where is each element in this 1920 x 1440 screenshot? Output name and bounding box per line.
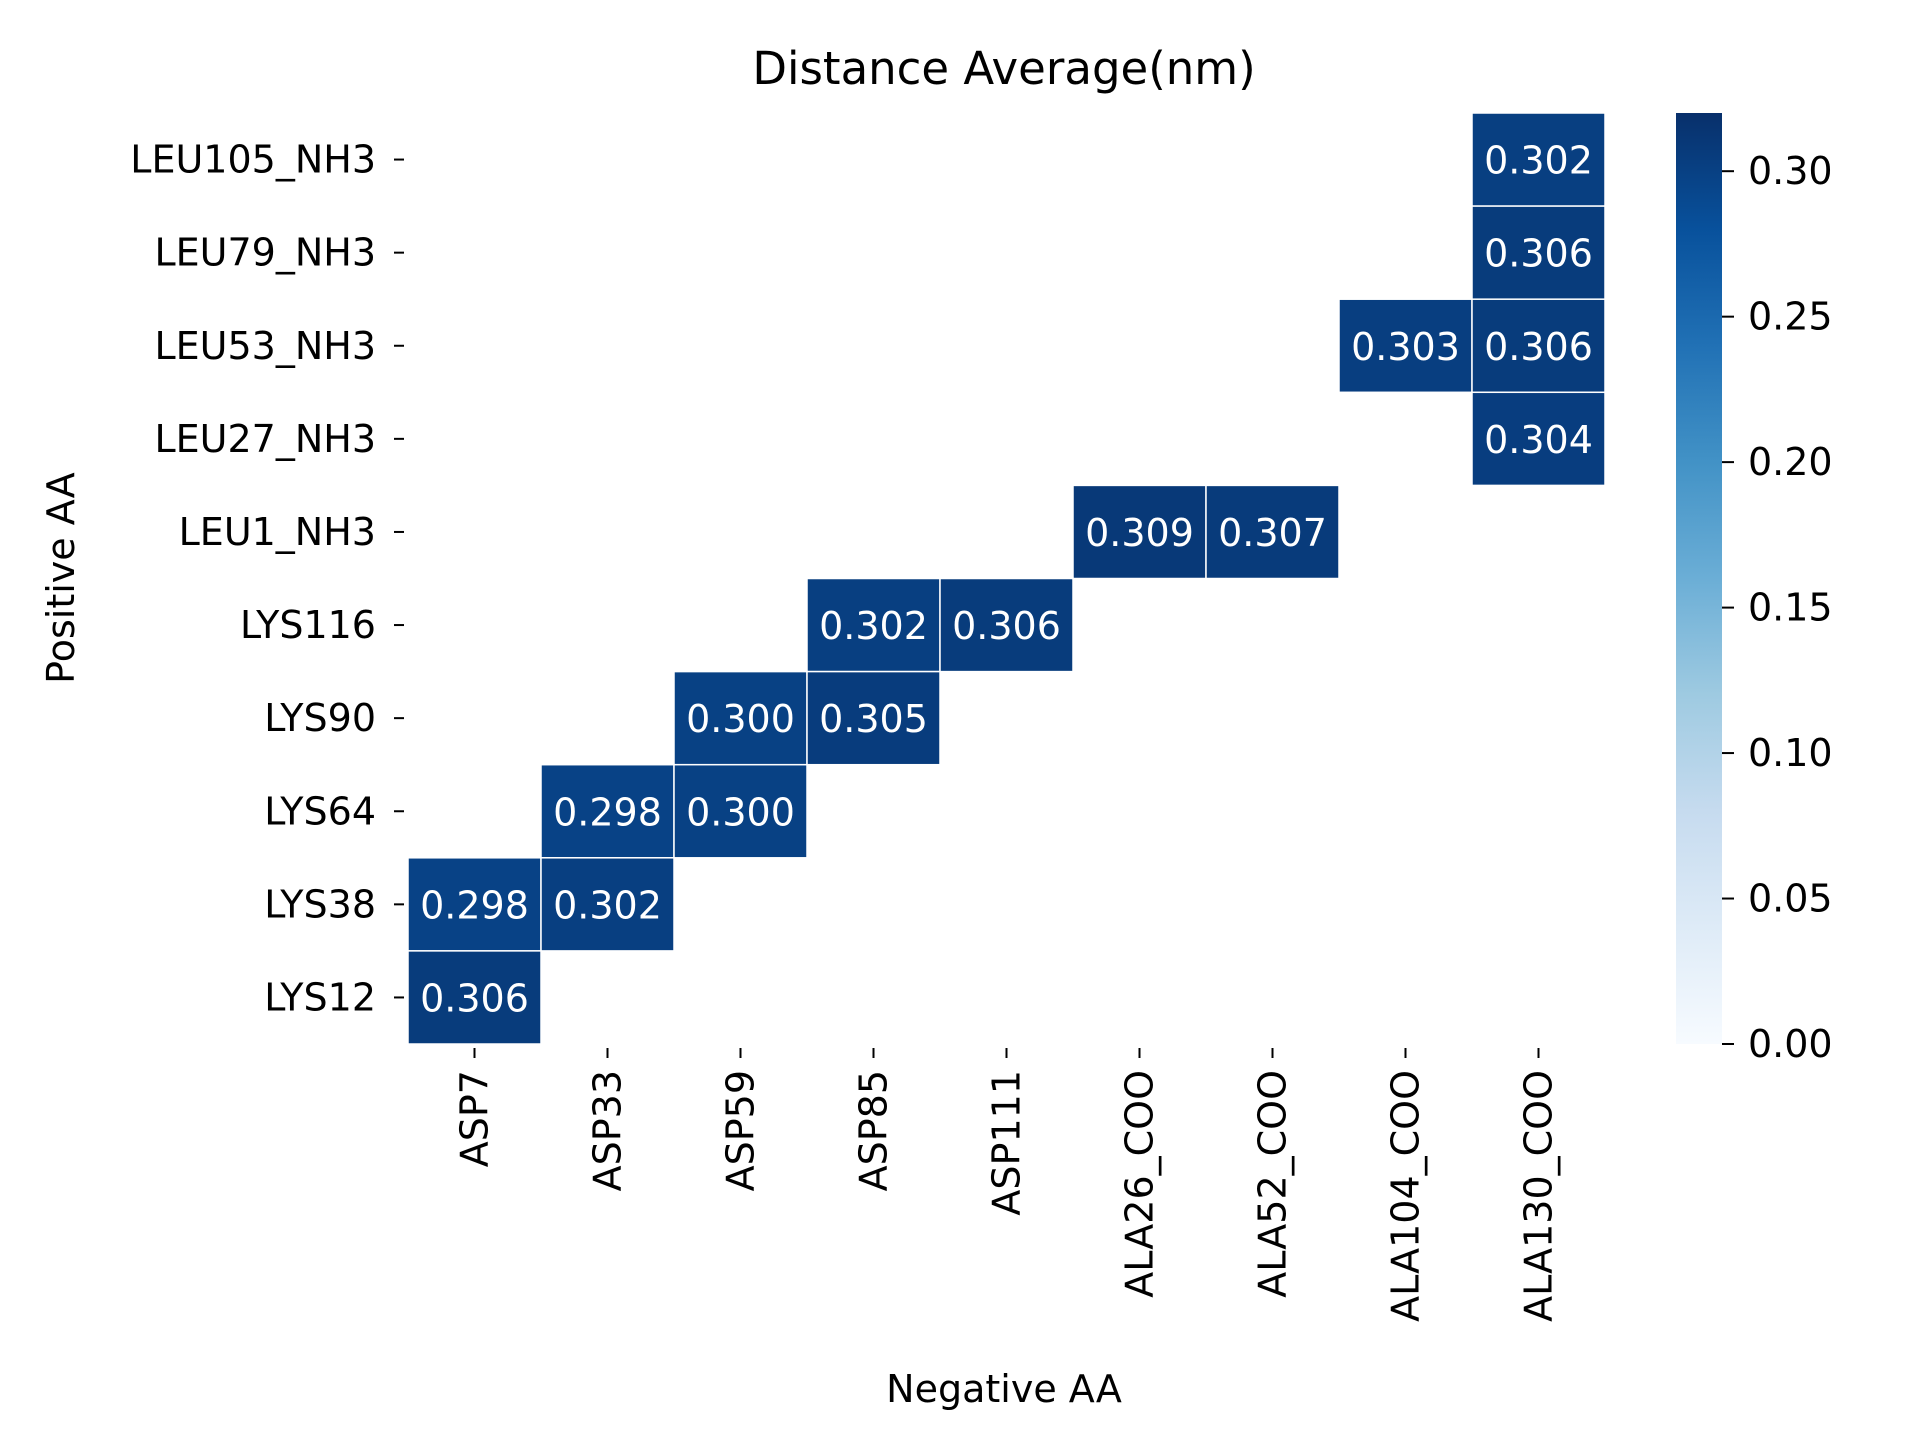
heatmap-cell-lys64-asp59: 0.300: [673, 763, 808, 859]
heatmap-cell-lys116-asp111: 0.306: [939, 577, 1074, 673]
heatmap-cell-lys90-asp59: 0.300: [673, 670, 808, 766]
heatmap-cell-rect: [1072, 484, 1207, 580]
x-axis-ticks: ASP7 ASP33 ASP59 ASP85 ASP111 ALA26_COO ALA52_…: [453, 1048, 1561, 1322]
heatmap-cells: 0.302 0.306 0.303 0.306 0.304 0.309 0.307 0.302…: [407, 112, 1606, 1045]
heatmap-cell-lys12-asp7: 0.306: [407, 950, 542, 1045]
heatmap-cell-rect: [1471, 391, 1606, 487]
heatmap-cell-rect: [407, 950, 542, 1045]
colorbar-tick-label: 0.10: [1748, 731, 1833, 775]
heatmap-cell-lys38-asp33: 0.302: [540, 857, 675, 952]
colorbar-tick-label: 0.05: [1748, 877, 1833, 921]
heatmap-cell-label: 0.306: [1484, 325, 1593, 369]
heatmap-cell-rect: [1338, 298, 1473, 394]
x-tick-label-ala26-coo: ALA26_COO: [1118, 1070, 1162, 1298]
heatmap-cell-rect: [673, 763, 808, 859]
heatmap-cell-leu1-nh3-ala52-coo: 0.307: [1205, 484, 1340, 580]
heatmap-cell-label: 0.306: [952, 604, 1061, 648]
x-tick-label-asp59: ASP59: [719, 1070, 763, 1191]
heatmap-cell-rect: [1471, 205, 1606, 300]
y-tick-label-leu53-nh3: LEU53_NH3: [154, 324, 376, 368]
heatmap-cell-label: 0.298: [420, 883, 529, 927]
heatmap-cell-lys38-asp7: 0.298: [407, 857, 542, 952]
heatmap-cell-label: 0.302: [553, 883, 662, 927]
colorbar-tick-label: 0.15: [1748, 586, 1833, 630]
heatmap-cell-label: 0.298: [553, 790, 662, 834]
heatmap-cell-label: 0.305: [819, 697, 928, 741]
heatmap-cell-leu1-nh3-ala26-coo: 0.309: [1072, 484, 1207, 580]
heatmap-cell-label: 0.302: [819, 604, 928, 648]
y-tick-label-lys64: LYS64: [264, 789, 376, 833]
heatmap-cell-rect: [1471, 298, 1606, 394]
x-tick-label-asp111: ASP111: [985, 1070, 1029, 1216]
colorbar-tick-label: 0.20: [1748, 440, 1833, 484]
heatmap-cell-label: 0.300: [686, 790, 795, 834]
y-axis-ticks: LEU105_NH3 LEU79_NH3 LEU53_NH3 LEU27_NH3 LEU…: [130, 138, 404, 1019]
heatmap-cell-rect: [540, 763, 675, 859]
y-tick-label-leu27-nh3: LEU27_NH3: [154, 417, 376, 461]
y-tick-label-leu105-nh3: LEU105_NH3: [130, 138, 376, 182]
x-tick-label-asp85: ASP85: [852, 1070, 896, 1191]
heatmap-cell-lys64-asp33: 0.298: [540, 763, 675, 859]
x-tick-label-asp7: ASP7: [453, 1070, 497, 1167]
x-tick-label-ala104-coo: ALA104_COO: [1384, 1070, 1428, 1322]
heatmap-cell-label: 0.306: [420, 976, 529, 1020]
heatmap-cell-lys90-asp85: 0.305: [806, 670, 941, 766]
colorbar-tick-label: 0.30: [1748, 149, 1833, 193]
heatmap-cell-leu53-nh3-ala130-coo: 0.306: [1471, 298, 1606, 394]
heatmap-cell-leu27-nh3-ala130-coo: 0.304: [1471, 391, 1606, 487]
heatmap-cell-label: 0.302: [1484, 139, 1593, 183]
heatmap-cell-rect: [1205, 484, 1340, 580]
chart-title: Distance Average(nm): [752, 42, 1255, 95]
heatmap-cell-label: 0.307: [1218, 511, 1327, 555]
heatmap-cell-lys116-asp85: 0.302: [806, 577, 941, 673]
x-tick-label-ala130-coo: ALA130_COO: [1517, 1070, 1561, 1322]
heatmap-cell-label: 0.306: [1484, 232, 1593, 276]
x-tick-label-asp33: ASP33: [586, 1070, 630, 1191]
heatmap-cell-rect: [939, 577, 1074, 673]
y-tick-label-lys116: LYS116: [240, 603, 376, 647]
heatmap-cell-rect: [673, 670, 808, 766]
heatmap-cell-label: 0.304: [1484, 418, 1593, 462]
heatmap-cell-label: 0.300: [686, 697, 795, 741]
y-tick-label-leu1-nh3: LEU1_NH3: [179, 510, 376, 554]
y-tick-label-lys38: LYS38: [264, 882, 376, 926]
heatmap-cell-rect: [540, 857, 675, 952]
colorbar: 0.00 0.05 0.10 0.15 0.20 0.25 0.30: [1676, 113, 1833, 1066]
x-axis-label: Negative AA: [886, 1367, 1122, 1411]
heatmap-cell-rect: [806, 577, 941, 673]
heatmap-cell-leu105-nh3-ala130-coo: 0.302: [1471, 112, 1606, 207]
heatmap-cell-rect: [806, 670, 941, 766]
y-tick-label-lys12: LYS12: [264, 975, 376, 1019]
heatmap-cell-leu79-nh3-ala130-coo: 0.306: [1471, 205, 1606, 300]
heatmap-cell-leu53-nh3-ala104-coo: 0.303: [1338, 298, 1473, 394]
x-tick-label-ala52-coo: ALA52_COO: [1251, 1070, 1295, 1298]
colorbar-tick-label: 0.00: [1748, 1022, 1833, 1066]
heatmap-cell-label: 0.303: [1351, 325, 1460, 369]
y-tick-label-leu79-nh3: LEU79_NH3: [154, 231, 376, 275]
heatmap-cell-label: 0.309: [1085, 511, 1194, 555]
heatmap-cell-rect: [1471, 112, 1606, 207]
colorbar-gradient: [1676, 113, 1722, 1044]
heatmap-cell-rect: [407, 857, 542, 952]
y-tick-label-lys90: LYS90: [264, 696, 376, 740]
y-axis-label: Positive AA: [39, 472, 83, 684]
colorbar-tick-label: 0.25: [1748, 295, 1833, 339]
